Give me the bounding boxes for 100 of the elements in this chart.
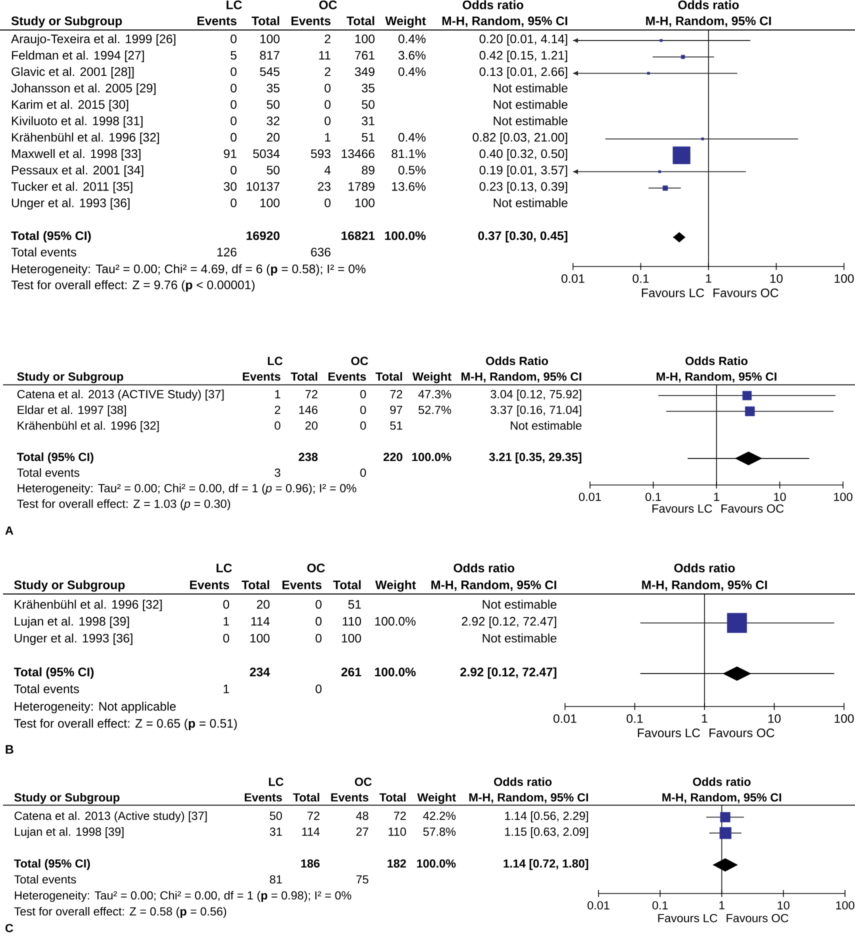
text: M-H, Random, 95% CI <box>469 792 588 804</box>
text: Favours OC <box>710 728 774 738</box>
data-label: 126 <box>217 248 236 256</box>
chart-subtitle: M-H, Random, 95% CI <box>656 372 776 382</box>
text: Total <box>376 372 402 381</box>
text: Favours OC <box>714 288 778 298</box>
text: LC <box>268 356 283 366</box>
data-label: 1.14 [0.72, 1.80] <box>504 859 588 870</box>
category-label: Maxwell et al. 1998 [33] <box>12 149 140 160</box>
category-label: Total (95% CI) <box>14 667 94 679</box>
data-label: 5034 <box>253 149 280 158</box>
data-label: Not estimable <box>482 600 556 609</box>
data-label: 0 <box>360 468 366 477</box>
data-label: 0 <box>316 616 322 626</box>
data-label: 100 <box>342 634 362 643</box>
data-label: 0 <box>223 634 230 643</box>
category-label: Johansson et al. 2005 [29] <box>11 83 156 95</box>
data-label: 20 <box>256 600 270 609</box>
text: M-H, Random, 95% CI <box>462 372 582 382</box>
data-label: Not estimable <box>494 116 568 126</box>
data-label: 0 <box>230 67 237 76</box>
x-tick-label: 100 <box>834 274 854 283</box>
text: Events <box>190 580 230 590</box>
data-label: 3.6% <box>398 50 426 60</box>
data-label: Not estimable <box>494 100 568 109</box>
text: Favours LC <box>652 504 712 513</box>
x-tick-label: 100 <box>834 492 852 502</box>
data-label: 5 <box>230 51 236 60</box>
data-label: 72 <box>390 390 402 398</box>
category-label: Total events <box>14 874 76 884</box>
text: Events <box>328 372 366 381</box>
data-label: 100.0% <box>385 231 426 240</box>
x-tick-label: 10 <box>768 714 781 723</box>
text: LC <box>226 0 242 10</box>
data-label: 3 <box>274 468 280 477</box>
data-label: 0 <box>360 421 366 430</box>
text: OC <box>354 778 372 786</box>
text: Total <box>379 792 406 802</box>
chart-subtitle: M-H, Random, 95% CI <box>642 580 767 592</box>
data-label: 16821 <box>342 231 375 240</box>
data-label: 100.0% <box>375 616 416 626</box>
category-label: Glavic et al. 2001 [28]] <box>12 67 134 78</box>
text: Odds ratio <box>454 563 514 572</box>
text: Odds ratio <box>494 777 552 786</box>
data-label: Not estimable <box>510 421 582 430</box>
data-label: 48 <box>356 812 368 820</box>
text: M-H, Random, 95% CI <box>442 16 568 28</box>
text: Events <box>197 16 236 26</box>
data-label: 0.4% <box>398 34 426 44</box>
data-label: 100 <box>250 634 270 643</box>
data-label: 0.13 [0.01, 2.66] <box>480 67 568 78</box>
chart-title: Odds ratio <box>674 563 735 572</box>
x-tick-label: 0.1 <box>646 492 661 502</box>
data-label: 0 <box>360 390 366 398</box>
data-label: 2.92 [0.12, 72.47] <box>460 667 556 679</box>
text: Favours OC <box>721 504 784 513</box>
text: Study or Subgroup <box>14 580 125 592</box>
chart-subtitle: M-H, Random, 95% CI <box>646 16 771 28</box>
data-label: 42.2% <box>423 812 456 820</box>
text: Odds ratio <box>462 0 524 10</box>
data-label: 100 <box>260 198 280 208</box>
text: Test for overall effect: Z = 0.65 (p = 0.51) <box>14 718 237 730</box>
text: Study or Subgroup <box>11 16 122 28</box>
data-label: 50 <box>266 166 280 174</box>
x-tick-label: 0.01 <box>578 492 601 502</box>
data-label: 35 <box>362 84 374 92</box>
text: Weight <box>375 580 416 592</box>
category-label: Kiviluoto et al. 1998 [31] <box>12 116 143 128</box>
category-label: Karim et al. 2015 [30] <box>12 100 128 112</box>
data-label: 0 <box>360 406 366 414</box>
data-label: 89 <box>362 166 374 174</box>
category-label: Pessaux et al. 2001 [34] <box>12 165 144 177</box>
category-label: Unger et al. 1993 [36] <box>14 634 132 645</box>
category-label: Krähenbühl et al. 1996 [32] <box>14 600 162 612</box>
x-tick-label: 0.1 <box>632 274 649 283</box>
data-label: 51 <box>348 600 361 609</box>
text: Total <box>290 372 318 381</box>
data-label: 1 <box>224 684 229 694</box>
data-label: 35 <box>266 84 280 92</box>
text: Study or Subgroup <box>17 372 124 384</box>
text: OC <box>319 0 337 10</box>
text: B <box>6 745 14 754</box>
data-label: 3.04 [0.12, 75.92] <box>490 390 582 401</box>
data-label: 1 <box>325 133 330 142</box>
x-tick-label: 100 <box>836 901 854 910</box>
data-label: 52.7% <box>418 406 452 414</box>
text: Events <box>291 16 330 26</box>
data-label: 81.1% <box>392 149 426 158</box>
data-label: 50 <box>266 100 280 109</box>
data-label: 545 <box>260 67 280 76</box>
data-label: 31 <box>362 116 374 126</box>
text: Favours LC <box>658 914 718 922</box>
data-label: 0 <box>324 84 331 92</box>
data-label: 0 <box>230 166 237 174</box>
x-tick-label: 100 <box>834 714 854 723</box>
data-label: 0.5% <box>398 166 426 174</box>
data-label: 110 <box>342 616 362 626</box>
data-label: 100.0% <box>412 452 452 462</box>
data-label: 0 <box>316 600 322 609</box>
category-label: Feldman et al. 1994 [27] <box>12 50 144 62</box>
